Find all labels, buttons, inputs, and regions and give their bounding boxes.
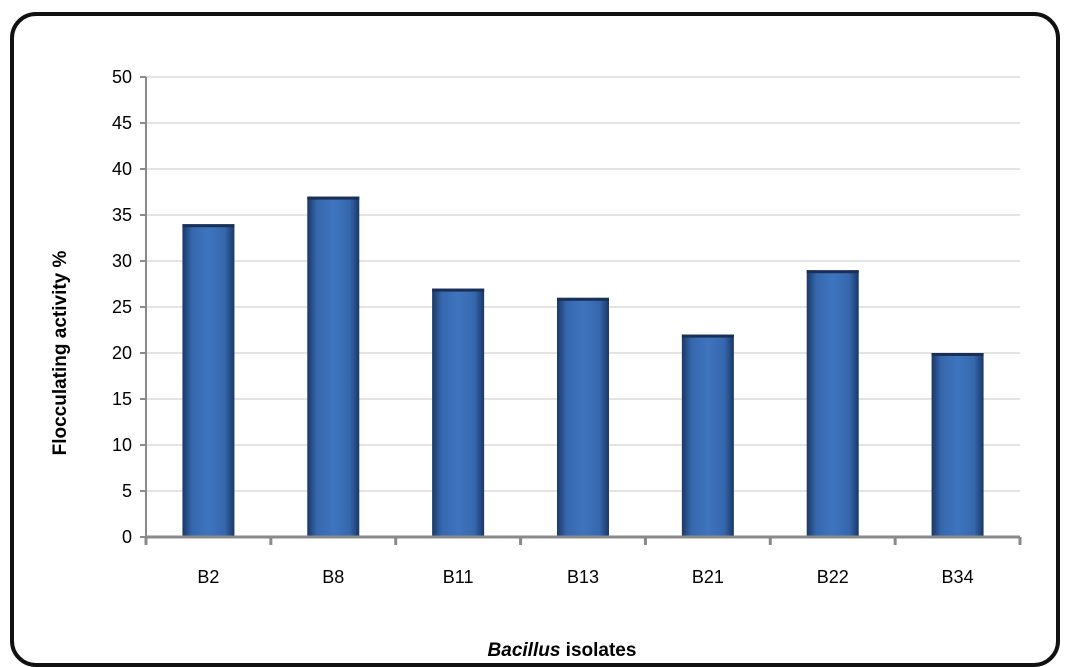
x-tick-label: B22 <box>817 567 849 587</box>
y-tick-label: 20 <box>112 343 132 363</box>
bar-B13 <box>557 297 609 537</box>
y-tick-label: 0 <box>122 527 132 547</box>
x-tick-labels: B2 B8 B11 B13 B21 B22 B34 <box>197 567 973 587</box>
bar-B34 <box>931 353 984 537</box>
bar-top-edge <box>182 224 235 228</box>
x-axis-title: Bacillus isolates <box>488 640 637 661</box>
bar-top-edge <box>681 334 734 338</box>
bar-top-edge <box>432 288 485 292</box>
bars <box>182 196 984 537</box>
y-tick-label: 50 <box>112 67 132 87</box>
x-tick-label: B11 <box>443 567 474 587</box>
bar <box>931 353 984 537</box>
bar <box>182 224 235 537</box>
bar <box>681 334 734 537</box>
bar <box>806 270 859 537</box>
x-tick-label: B21 <box>692 567 724 587</box>
bar-top-edge <box>806 270 859 274</box>
y-tick-label: 15 <box>112 389 132 409</box>
y-tick-label: 40 <box>112 159 132 179</box>
y-tick-labels: 0 5 10 15 20 25 30 35 40 45 50 <box>112 67 132 547</box>
x-axis-title-rest: isolates <box>560 640 636 661</box>
bar-B2 <box>182 224 235 537</box>
y-tick-label: 10 <box>112 435 132 455</box>
bar-B21 <box>681 334 734 537</box>
axes <box>140 76 1022 545</box>
x-tick-label: B8 <box>322 567 344 587</box>
x-tick-label: B13 <box>567 567 599 587</box>
bar-top-edge <box>557 297 609 301</box>
y-tick-label: 35 <box>112 205 132 225</box>
y-tick-label: 5 <box>122 481 132 501</box>
y-tick-label: 45 <box>112 113 132 133</box>
bar-top-edge <box>931 353 984 356</box>
bar <box>557 297 609 537</box>
y-tick-label: 30 <box>112 251 132 271</box>
x-tick-label: B34 <box>942 567 974 587</box>
gridlines <box>146 76 1020 492</box>
x-axis-title-italic: Bacillus <box>488 640 561 661</box>
x-tick-label: B2 <box>197 567 219 587</box>
bar <box>432 288 485 537</box>
bar <box>307 196 360 537</box>
bar-B22 <box>806 270 859 537</box>
bar-top-edge <box>307 196 360 200</box>
y-axis-title: Flocculating activity % <box>50 250 71 455</box>
bar-B11 <box>432 288 485 537</box>
bar-B8 <box>307 196 360 537</box>
y-tick-label: 25 <box>112 297 132 317</box>
